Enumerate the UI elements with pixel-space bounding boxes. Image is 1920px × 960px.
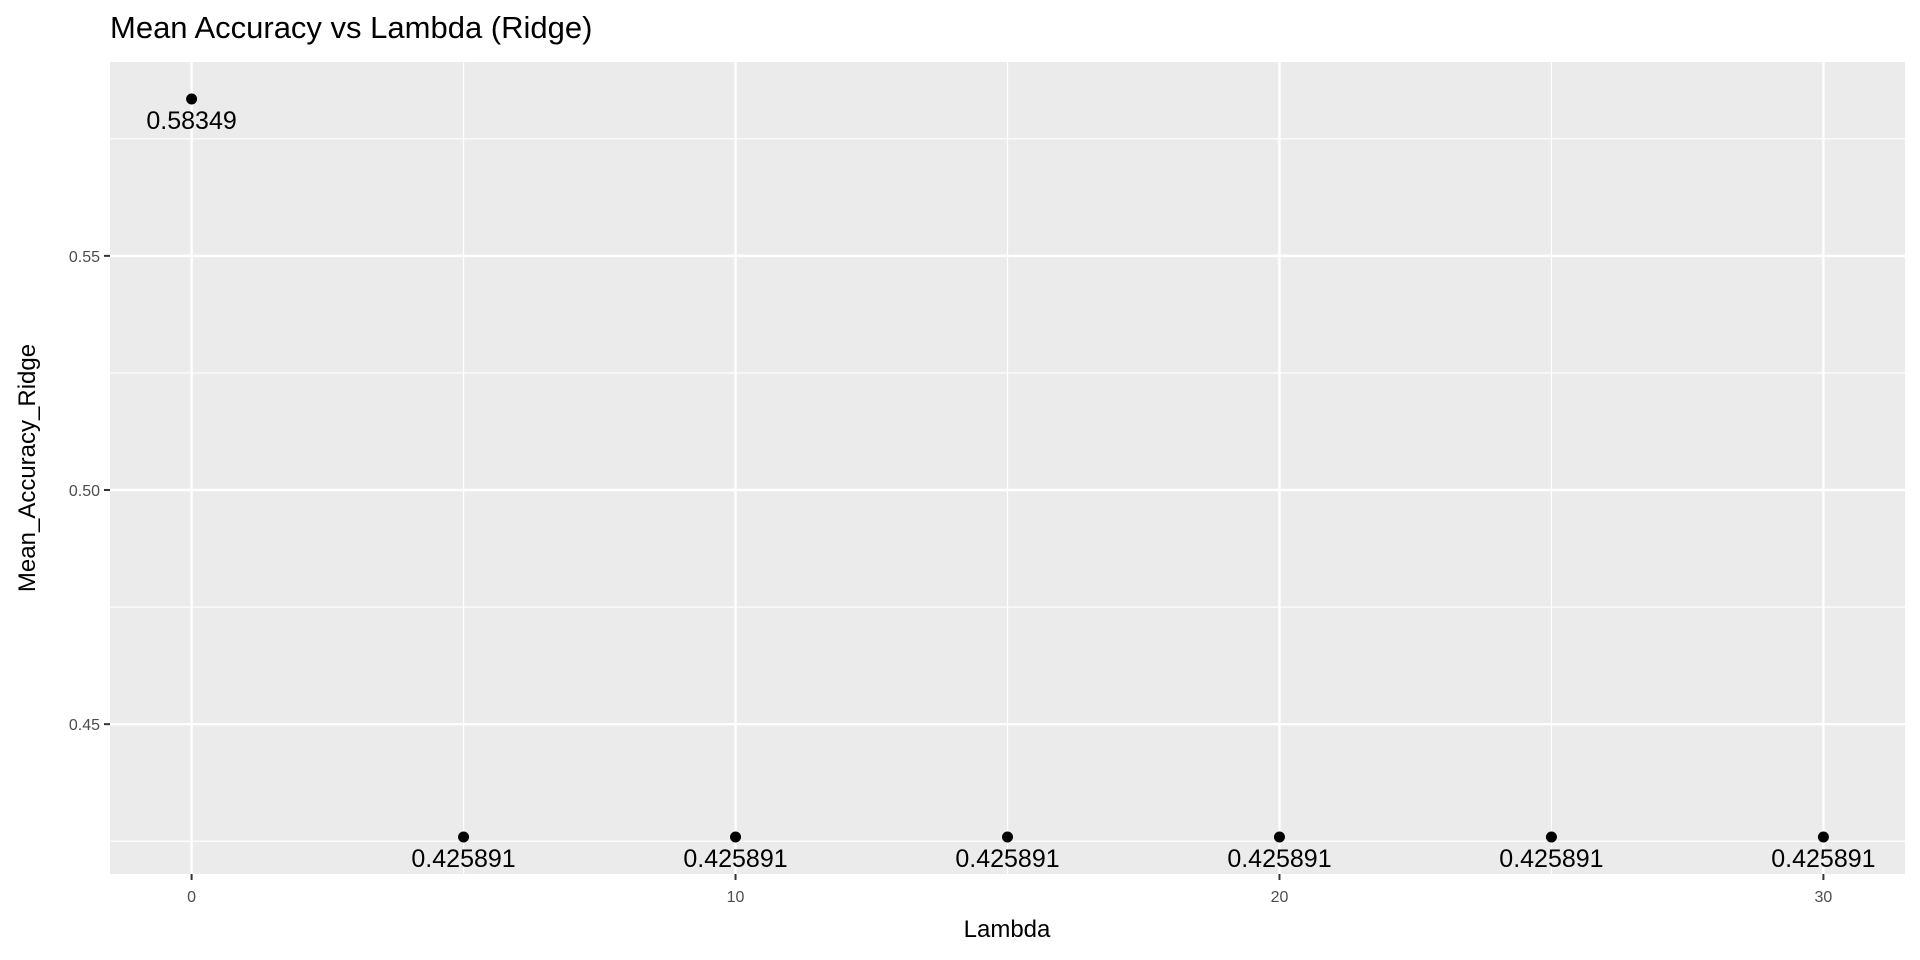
x-axis-title: Lambda <box>964 916 1051 943</box>
data-label: 0.58349 <box>146 107 236 135</box>
data-points <box>186 93 1829 843</box>
x-tick-label: 20 <box>1271 889 1289 906</box>
data-point <box>458 831 470 843</box>
chart-title: Mean Accuracy vs Lambda (Ridge) <box>110 10 592 45</box>
data-labels: 0.58349 0.425891 0.425891 0.425891 0.425891 0… <box>146 107 1875 873</box>
y-axis-title: Mean_Accuracy_Ridge <box>14 344 41 592</box>
data-point <box>730 831 742 843</box>
x-tick-label: 0 <box>187 889 196 906</box>
x-tick-label: 30 <box>1815 889 1833 906</box>
y-tick-label: 0.45 <box>69 717 100 734</box>
x-tick-label: 10 <box>727 889 745 906</box>
data-point <box>186 93 198 105</box>
axes: 0 10 20 30 0.45 0.50 0.55 <box>69 249 1833 906</box>
data-point <box>1002 831 1013 843</box>
data-point <box>1273 831 1285 843</box>
data-label: 0.425891 <box>955 845 1059 873</box>
data-label: 0.425891 <box>1771 845 1875 873</box>
data-label: 0.425891 <box>683 845 787 873</box>
data-label: 0.425891 <box>1499 845 1603 873</box>
data-label: 0.425891 <box>1227 845 1331 873</box>
grid-lines <box>110 62 1905 874</box>
data-point <box>1545 831 1557 843</box>
y-tick-label: 0.50 <box>69 483 100 500</box>
data-point <box>1817 831 1829 843</box>
y-tick-label: 0.55 <box>69 249 100 266</box>
data-label: 0.425891 <box>411 845 515 873</box>
